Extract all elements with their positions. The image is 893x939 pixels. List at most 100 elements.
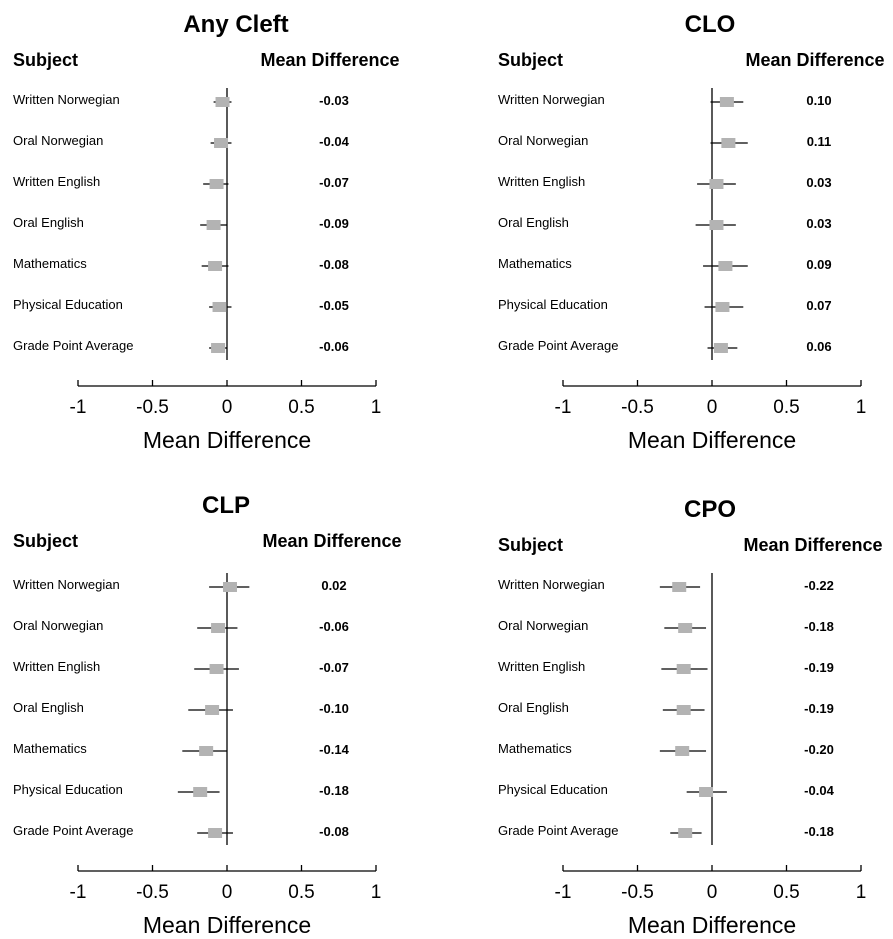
subject-label: Oral English xyxy=(13,215,84,230)
point-estimate-marker xyxy=(672,582,687,592)
subject-label: Written English xyxy=(498,659,585,674)
point-estimate-marker xyxy=(678,623,693,633)
subject-label: Written English xyxy=(498,174,585,189)
x-tick-label: -0.5 xyxy=(136,397,169,418)
subject-column-header: Subject xyxy=(498,535,563,555)
mean-difference-value: -0.05 xyxy=(319,298,349,313)
subject-label: Grade Point Average xyxy=(13,823,133,838)
x-axis-label: Mean Difference xyxy=(628,427,796,453)
x-tick-label: -1 xyxy=(70,397,87,418)
mean-difference-value: 0.09 xyxy=(806,257,831,272)
mean-difference-column-header: Mean Difference xyxy=(745,50,884,70)
x-tick-label: -0.5 xyxy=(621,882,654,903)
mean-difference-value: 0.03 xyxy=(806,216,831,231)
mean-difference-value: -0.19 xyxy=(804,660,834,675)
subject-column-header: Subject xyxy=(13,531,78,551)
subject-label: Written Norwegian xyxy=(498,577,605,592)
subject-label: Oral English xyxy=(498,700,569,715)
point-estimate-marker xyxy=(675,746,690,756)
x-tick-label: 0.5 xyxy=(773,882,799,903)
chart-title: CLP xyxy=(202,492,250,519)
chart-title: CLO xyxy=(685,11,736,38)
subject-label: Oral Norwegian xyxy=(498,133,588,148)
x-tick-label: 0 xyxy=(222,397,233,418)
point-estimate-marker xyxy=(209,179,224,189)
subject-column-header: Subject xyxy=(498,50,563,70)
subject-label: Written English xyxy=(13,174,100,189)
x-tick-label: 1 xyxy=(371,397,382,418)
subject-label: Oral English xyxy=(498,215,569,230)
x-tick-label: 0 xyxy=(222,882,233,903)
subject-label: Oral English xyxy=(13,700,84,715)
x-tick-label: -1 xyxy=(555,882,572,903)
mean-difference-value: -0.18 xyxy=(319,783,349,798)
subject-label: Oral Norwegian xyxy=(13,133,103,148)
mean-difference-value: -0.08 xyxy=(319,824,349,839)
point-estimate-marker xyxy=(211,343,226,353)
x-axis-label: Mean Difference xyxy=(628,912,796,938)
x-tick-label: 0 xyxy=(707,882,718,903)
forest-panel-clp: CLP Subject Mean Difference Written Norwegi… xyxy=(0,485,420,938)
subject-label: Grade Point Average xyxy=(13,338,133,353)
point-estimate-marker xyxy=(193,787,208,797)
subject-label: Physical Education xyxy=(13,297,123,312)
subject-label: Physical Education xyxy=(498,297,608,312)
subject-label: Mathematics xyxy=(498,256,572,271)
forest-panel-any-cleft: Any Cleft Subject Mean Difference Written N… xyxy=(0,0,420,453)
subject-label: Oral Norwegian xyxy=(498,618,588,633)
point-estimate-marker xyxy=(709,220,724,230)
point-estimate-marker xyxy=(215,97,230,107)
point-estimate-marker xyxy=(206,220,221,230)
mean-difference-column-header: Mean Difference xyxy=(260,50,399,70)
mean-difference-column-header: Mean Difference xyxy=(262,531,401,551)
subject-label: Mathematics xyxy=(13,256,87,271)
point-estimate-marker xyxy=(209,664,224,674)
subject-column-header: Subject xyxy=(13,50,78,70)
mean-difference-value: -0.06 xyxy=(319,339,349,354)
x-tick-label: 0.5 xyxy=(773,397,799,418)
point-estimate-marker xyxy=(208,261,223,271)
point-estimate-marker xyxy=(211,623,226,633)
point-estimate-marker xyxy=(699,787,714,797)
mean-difference-value: -0.18 xyxy=(804,619,834,634)
mean-difference-value: -0.04 xyxy=(804,783,834,798)
mean-difference-value: -0.19 xyxy=(804,701,834,716)
subject-label: Oral Norwegian xyxy=(13,618,103,633)
subject-label: Written Norwegian xyxy=(498,92,605,107)
point-estimate-marker xyxy=(222,582,237,592)
chart-title: Any Cleft xyxy=(183,11,288,38)
mean-difference-value: 0.06 xyxy=(806,339,831,354)
point-estimate-marker xyxy=(205,705,220,715)
mean-difference-value: -0.10 xyxy=(319,701,349,716)
forest-panel-clo: CLO Subject Mean Difference Written Norwegi… xyxy=(485,0,893,453)
x-tick-label: -0.5 xyxy=(621,397,654,418)
point-estimate-marker xyxy=(678,828,693,838)
subject-label: Mathematics xyxy=(498,741,572,756)
point-estimate-marker xyxy=(208,828,223,838)
mean-difference-value: -0.22 xyxy=(804,578,834,593)
mean-difference-value: -0.20 xyxy=(804,742,834,757)
mean-difference-value: -0.03 xyxy=(319,93,349,108)
point-estimate-marker xyxy=(713,343,728,353)
x-tick-label: 1 xyxy=(856,882,867,903)
mean-difference-value: -0.09 xyxy=(319,216,349,231)
point-estimate-marker xyxy=(199,746,214,756)
forest-panel-cpo: CPO Subject Mean Difference Written Norwegi… xyxy=(485,485,893,938)
x-tick-label: 1 xyxy=(371,882,382,903)
mean-difference-value: -0.07 xyxy=(319,175,349,190)
forest-plot-cpo: CPO Subject Mean Difference Written Norwegi… xyxy=(498,496,883,938)
subject-label: Mathematics xyxy=(13,741,87,756)
x-tick-label: -1 xyxy=(70,882,87,903)
mean-difference-value: 0.11 xyxy=(807,134,832,149)
forest-plot-clp: CLP Subject Mean Difference Written Norwegi… xyxy=(13,492,402,938)
subject-label: Written Norwegian xyxy=(13,92,120,107)
x-tick-label: 0 xyxy=(707,397,718,418)
subject-label: Physical Education xyxy=(498,782,608,797)
point-estimate-marker xyxy=(676,664,691,674)
point-estimate-marker xyxy=(715,302,730,312)
mean-difference-value: 0.07 xyxy=(806,298,831,313)
point-estimate-marker xyxy=(214,138,229,148)
subject-label: Grade Point Average xyxy=(498,338,618,353)
point-estimate-marker xyxy=(719,97,734,107)
mean-difference-value: 0.02 xyxy=(321,578,346,593)
